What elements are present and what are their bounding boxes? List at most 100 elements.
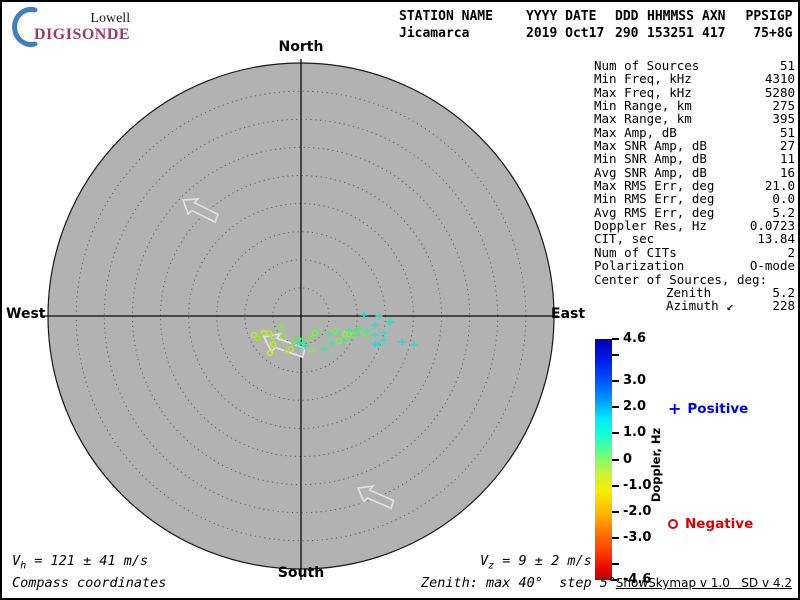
source-point-negative: [348, 331, 356, 339]
source-point-positive: [333, 329, 341, 337]
colorbar-tick: [612, 406, 619, 409]
source-point-negative: [256, 332, 264, 340]
stat-label: Polarization: [594, 258, 685, 274]
colorbar-tick-label: 4.6: [623, 331, 647, 346]
stat-value: 4310: [764, 71, 795, 87]
source-point-negative: [353, 326, 361, 334]
stat-value: 395: [772, 111, 795, 127]
source-point-positive: [380, 336, 388, 344]
colorbar-tick: [612, 458, 619, 461]
version-text: ShowSkymap v 1.0 SD v 4.2: [615, 576, 792, 590]
zenith-range-note: Zenith: max 40° step 5°: [421, 575, 617, 591]
source-point-positive: [375, 312, 383, 320]
logo-digisonde-text: DIGISONDE: [34, 26, 131, 43]
stat-label: Min Range, km: [594, 98, 692, 114]
source-point-positive: [374, 340, 382, 348]
header-col: PPS 75: [736, 8, 769, 42]
colorbar-tick: [612, 563, 619, 566]
source-point-positive: [325, 330, 333, 338]
stat-label: Avg RMS Err, deg: [594, 204, 715, 220]
stat-label: Max RMS Err, deg: [594, 178, 715, 194]
stat-row: Avg RMS Err, deg 5.2: [594, 204, 795, 220]
stat-value: 5.2: [772, 204, 795, 220]
vh-velocity-annotation: Vh = 121 ± 41 m/s: [12, 553, 148, 572]
stat-row: Max Range, km 395: [594, 111, 795, 127]
header-col-label: YYYY DATE: [526, 9, 597, 24]
header-col-label: IGP: [769, 9, 793, 24]
colorbar-tick: [612, 579, 619, 581]
header-col-value: 417: [702, 26, 726, 41]
colorbar-tick: [612, 484, 619, 487]
vh-value: = 121 ± 41 m/s: [26, 553, 149, 569]
header-col: AXN 417: [702, 8, 736, 42]
header-col-label: AXN: [702, 9, 726, 24]
stat-value: 51: [779, 58, 795, 73]
compass-label-south: South: [277, 565, 325, 581]
source-point-positive: [385, 318, 393, 326]
source-point-negative: [287, 345, 295, 353]
logo-lowell-text: Lowell: [90, 11, 131, 26]
source-point-negative: [298, 337, 306, 345]
lowell-digisonde-logo: Lowell DIGISONDE: [8, 6, 130, 48]
stat-row: Min RMS Err, deg 0.0: [594, 192, 795, 206]
zenith-ring: [244, 259, 358, 373]
zenith-ring: [131, 146, 471, 486]
colorbar-tick-label: 3.0: [623, 372, 647, 388]
source-point-negative: [290, 338, 298, 346]
header-col: YYYY DATE 2019 Oct17: [526, 8, 615, 42]
colorbar-tick: [612, 432, 619, 435]
source-point-positive: [410, 341, 418, 349]
source-point-positive: [355, 325, 363, 333]
stat-value: 16: [779, 164, 795, 180]
source-point-positive: [371, 321, 379, 329]
legend-positive: + Positive: [668, 401, 749, 418]
source-point-positive: [398, 338, 406, 346]
stat-value: 51: [779, 124, 795, 140]
source-point-negative: [265, 329, 273, 337]
stat-row: Max SNR Amp, dB 27: [594, 139, 795, 153]
compass-label-west: West: [6, 306, 46, 322]
stat-label: Zenith: [666, 284, 712, 300]
stats-panel: Num of Sources 51 Min Freq, kHz 4310 Max Fre…: [594, 59, 795, 313]
source-point-negative: [308, 346, 316, 354]
source-point-negative: [283, 346, 291, 354]
stat-row: Num of CITs 2: [594, 244, 795, 260]
header-col-value: +8G: [769, 26, 793, 41]
source-point-positive: [380, 329, 388, 337]
stat-row: Num of Sources 51: [594, 58, 795, 73]
header-col: IGP +8G: [769, 8, 793, 42]
source-point-negative: [296, 342, 304, 350]
stat-row: Min Freq, kHz 4310: [594, 71, 795, 87]
source-point-negative: [331, 327, 339, 335]
stat-label: CIT, sec: [594, 231, 655, 247]
source-point-positive: [301, 342, 309, 350]
source-point-positive: [353, 331, 361, 339]
stat-label: Center of Sources, deg:: [594, 271, 768, 287]
zenith-ring: [188, 203, 414, 429]
source-point-negative: [260, 329, 268, 337]
header-col-label: PPS: [745, 9, 769, 24]
source-point-positive: [320, 345, 328, 353]
colorbar-gradient: [595, 339, 612, 580]
stat-label: Num of Sources: [594, 58, 700, 73]
legend-positive-label: Positive: [687, 401, 749, 417]
colorbar-tick: [612, 537, 619, 540]
colorbar-tick-label: 2.0: [623, 399, 647, 415]
stat-value: 5.2: [772, 284, 795, 300]
source-point-positive: [371, 331, 379, 339]
header-col-value: 75: [753, 26, 769, 41]
header-col: HHMMSS 153251: [647, 8, 702, 42]
source-point-positive: [360, 311, 368, 319]
colorbar-tick: [612, 510, 619, 513]
stat-value: 2: [787, 244, 795, 260]
source-point-negative: [250, 331, 258, 339]
stat-row: Min SNR Amp, dB 11: [594, 152, 795, 166]
logo-crescent-icon: [12, 7, 38, 47]
stat-value: 5280: [764, 84, 795, 100]
zenith-ring: [160, 175, 442, 457]
header-col-value: 153251: [647, 26, 694, 41]
source-point-negative: [269, 340, 277, 348]
compass-label-east: East: [551, 306, 586, 322]
drift-arrow: [262, 332, 306, 359]
